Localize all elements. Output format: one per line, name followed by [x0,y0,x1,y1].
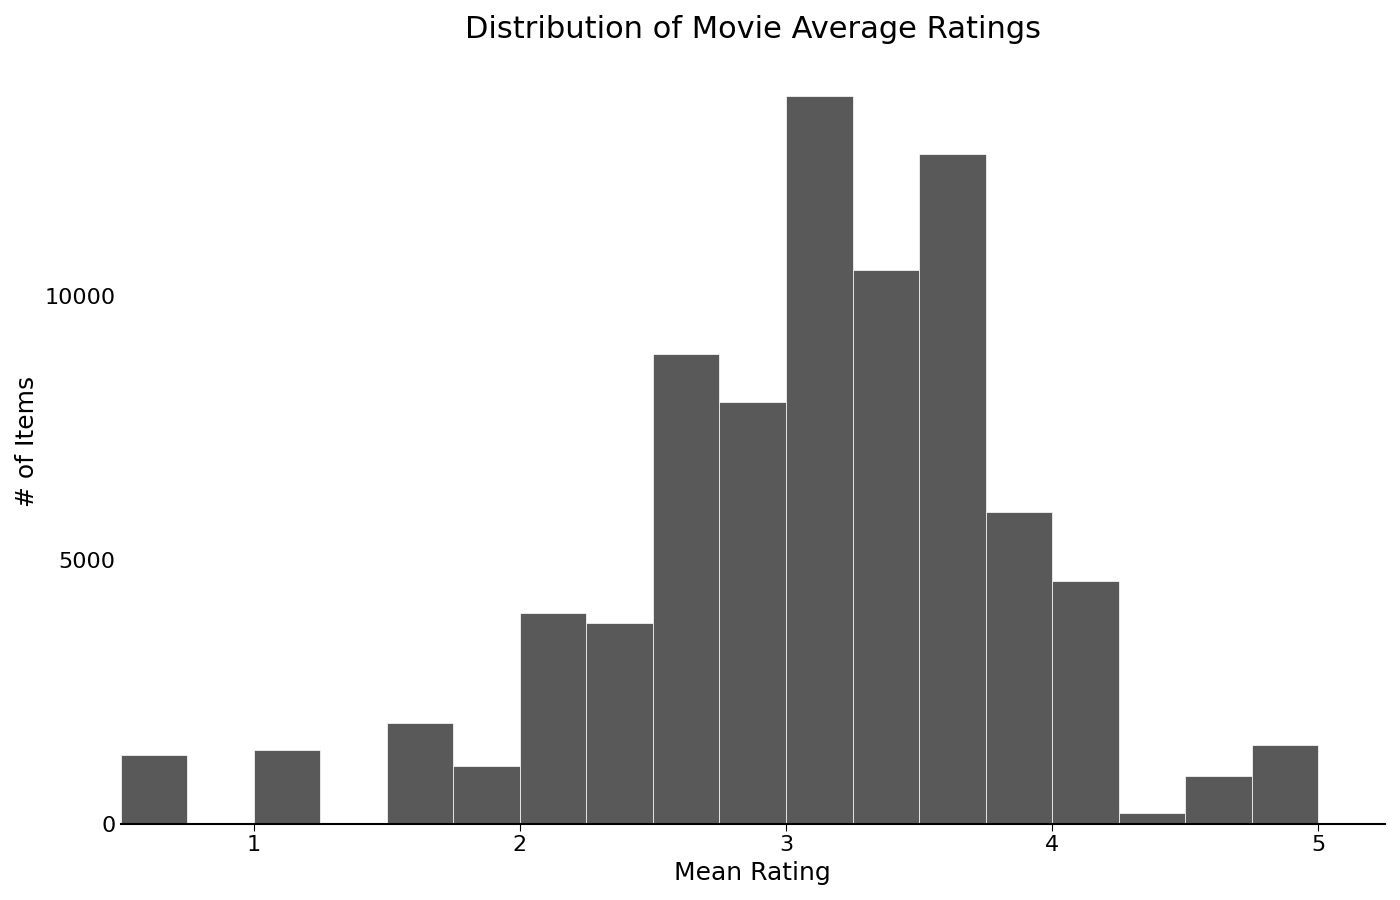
Bar [853,270,920,824]
Bar [986,512,1053,824]
Y-axis label: # of Items: # of Items [15,375,39,507]
Bar [519,613,587,824]
Bar [1252,744,1319,824]
Bar [253,750,321,824]
Title: Distribution of Movie Average Ratings: Distribution of Movie Average Ratings [465,15,1040,44]
Bar [386,724,454,824]
Bar [587,623,652,824]
Bar [1119,813,1186,824]
Bar [1053,581,1119,824]
Bar [720,401,785,824]
Bar [652,355,720,824]
Bar [454,766,519,824]
Bar [920,154,986,824]
Bar [785,95,853,824]
Bar [1186,776,1252,824]
Bar [120,755,188,824]
X-axis label: Mean Rating: Mean Rating [675,861,832,885]
